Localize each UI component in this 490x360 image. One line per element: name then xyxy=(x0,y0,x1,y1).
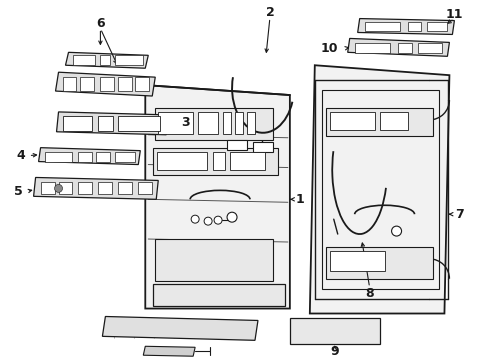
Bar xyxy=(155,108,273,140)
Bar xyxy=(247,112,255,134)
Bar xyxy=(158,112,193,134)
Bar xyxy=(198,112,218,134)
Bar xyxy=(157,152,207,170)
Polygon shape xyxy=(55,72,155,96)
Circle shape xyxy=(214,216,222,224)
Bar xyxy=(330,112,375,130)
Bar xyxy=(97,152,110,162)
Text: 2: 2 xyxy=(266,6,274,19)
Text: 5: 5 xyxy=(14,185,23,198)
Bar xyxy=(326,247,434,279)
Bar xyxy=(213,152,225,170)
Bar xyxy=(408,22,421,31)
Bar xyxy=(326,108,434,136)
Circle shape xyxy=(227,212,237,222)
Bar xyxy=(63,77,76,91)
Bar xyxy=(153,284,285,306)
Bar xyxy=(58,183,73,194)
Bar xyxy=(155,239,273,281)
Bar xyxy=(115,55,143,65)
Polygon shape xyxy=(56,112,168,135)
Text: 1: 1 xyxy=(295,193,304,206)
Bar xyxy=(330,251,385,271)
Text: 11: 11 xyxy=(445,8,463,21)
Polygon shape xyxy=(143,346,195,356)
Bar xyxy=(355,44,390,53)
Bar xyxy=(115,152,135,162)
Text: 4: 4 xyxy=(16,149,25,162)
Bar xyxy=(45,152,73,162)
Text: 3: 3 xyxy=(181,116,190,129)
Circle shape xyxy=(392,226,401,236)
Bar xyxy=(427,22,447,31)
Bar xyxy=(290,319,380,344)
Bar xyxy=(119,77,132,91)
Polygon shape xyxy=(39,148,140,165)
Bar xyxy=(100,77,114,91)
Bar xyxy=(322,90,440,289)
Polygon shape xyxy=(34,177,158,199)
Bar xyxy=(100,55,110,65)
Bar xyxy=(80,77,95,91)
Polygon shape xyxy=(310,65,449,314)
Polygon shape xyxy=(102,316,258,340)
Bar xyxy=(78,152,93,162)
Bar xyxy=(223,112,231,134)
Circle shape xyxy=(191,215,199,223)
Text: 8: 8 xyxy=(366,287,374,300)
Bar xyxy=(138,183,152,194)
Polygon shape xyxy=(348,39,449,56)
Bar xyxy=(417,44,442,53)
Polygon shape xyxy=(66,52,148,68)
Circle shape xyxy=(204,217,212,225)
Text: 6: 6 xyxy=(96,17,105,30)
Bar xyxy=(74,55,96,65)
Bar xyxy=(380,112,408,130)
Bar xyxy=(365,22,399,31)
Bar xyxy=(119,116,160,131)
Bar xyxy=(227,140,247,150)
Bar xyxy=(98,116,113,131)
Circle shape xyxy=(54,184,63,192)
Bar xyxy=(230,152,265,170)
Bar xyxy=(153,148,278,175)
Text: 10: 10 xyxy=(321,42,339,55)
Bar xyxy=(41,183,54,194)
Bar xyxy=(119,183,132,194)
Polygon shape xyxy=(145,85,290,309)
Bar xyxy=(78,183,93,194)
Bar xyxy=(135,77,149,91)
Bar xyxy=(63,116,93,131)
Bar xyxy=(397,44,412,53)
Bar xyxy=(253,142,273,152)
Text: 7: 7 xyxy=(455,208,464,221)
Polygon shape xyxy=(358,19,454,35)
Bar xyxy=(98,183,112,194)
Bar xyxy=(235,112,243,134)
Text: 9: 9 xyxy=(330,345,339,358)
